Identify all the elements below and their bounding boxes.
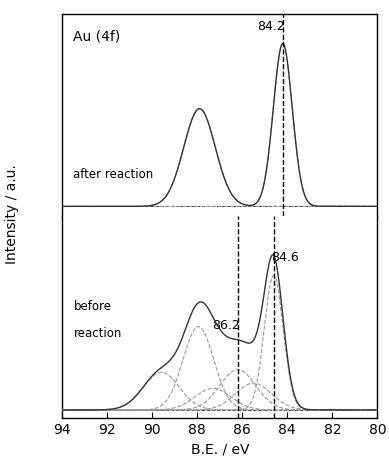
Text: 86.2: 86.2 <box>212 319 240 332</box>
X-axis label: B.E. / eV: B.E. / eV <box>191 442 249 456</box>
Text: reaction: reaction <box>74 327 122 340</box>
Text: after reaction: after reaction <box>74 168 154 181</box>
Text: 84.2: 84.2 <box>257 20 285 33</box>
Text: Au (4f): Au (4f) <box>74 29 121 44</box>
Text: 84.6: 84.6 <box>272 251 299 264</box>
Text: before: before <box>74 300 112 313</box>
Text: Intensity / a.u.: Intensity / a.u. <box>5 164 19 264</box>
